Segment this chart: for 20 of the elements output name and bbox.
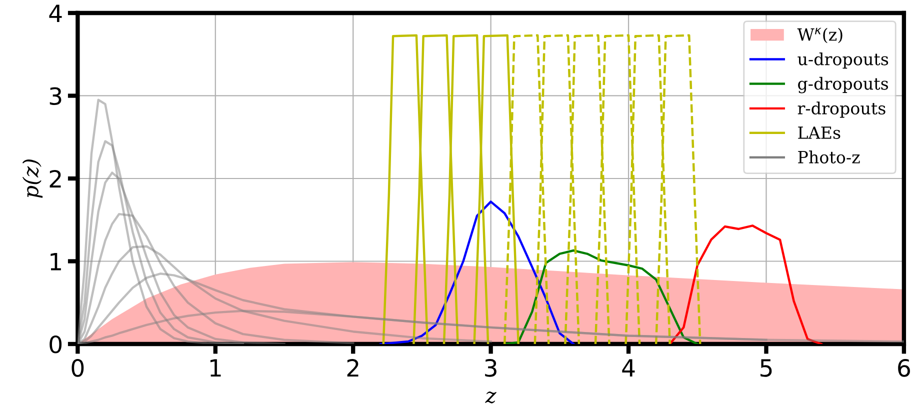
y-tick-label: 0 xyxy=(50,335,62,354)
legend-label: LAEs xyxy=(798,126,840,139)
x-tick-label: 2 xyxy=(347,359,358,377)
x-tick-label: 4 xyxy=(622,359,635,377)
y-tick-label: 2 xyxy=(50,170,61,188)
y-tick-label: 3 xyxy=(50,87,62,106)
x-tick-label: 1 xyxy=(210,359,221,377)
legend-label: W$^{κ}$(z) xyxy=(797,28,842,44)
x-tick-label: 0 xyxy=(72,359,84,377)
y-tick-label: 4 xyxy=(49,4,62,22)
legend-label: g-dropouts xyxy=(798,76,888,94)
x-tick-label: 6 xyxy=(898,359,910,377)
x-tick-label: 3 xyxy=(485,359,496,377)
x-tick-label: 5 xyxy=(760,359,772,377)
legend-label: Photo-z xyxy=(798,150,860,164)
x-axis-title: z xyxy=(485,391,496,404)
legend-label: u-dropouts xyxy=(798,52,888,69)
y-tick-label: 1 xyxy=(50,253,61,270)
legend-label: r-dropouts xyxy=(798,102,886,118)
y-axis-title: p(z) xyxy=(22,160,43,198)
